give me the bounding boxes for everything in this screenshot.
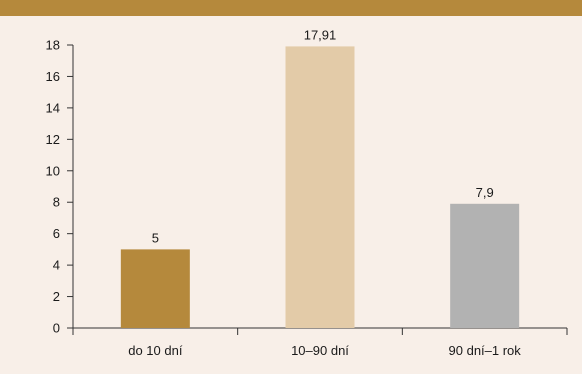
data-label: 5 [152, 230, 159, 245]
bar [450, 203, 520, 328]
header-bar [0, 0, 582, 16]
y-tick-label: 4 [53, 258, 60, 273]
x-axis: do 10 dní 10–90 dní 90 dní–1 rok [72, 327, 568, 358]
y-tick-label: 8 [53, 195, 60, 210]
x-tick-label: 90 dní–1 rok [449, 343, 522, 358]
y-tick-label: 16 [46, 69, 60, 84]
x-tick-label: 10–90 dní [291, 343, 349, 358]
y-axis: 0 2 4 6 8 10 12 14 16 18 [46, 38, 74, 336]
y-tick-label: 0 [53, 321, 60, 336]
y-tick-label: 10 [46, 163, 60, 178]
bar [120, 249, 190, 328]
y-tick-label: 12 [46, 132, 60, 147]
y-tick-label: 6 [53, 226, 60, 241]
data-label: 7,9 [476, 185, 494, 200]
x-tick-label: do 10 dní [128, 343, 183, 358]
y-tick-label: 14 [46, 100, 60, 115]
bars-group [120, 46, 520, 328]
y-tick-label: 18 [46, 38, 60, 53]
data-label: 17,91 [304, 27, 337, 42]
bar [285, 46, 355, 328]
y-tick-label: 2 [53, 289, 60, 304]
data-labels-group: 5 17,91 7,9 [152, 27, 494, 245]
